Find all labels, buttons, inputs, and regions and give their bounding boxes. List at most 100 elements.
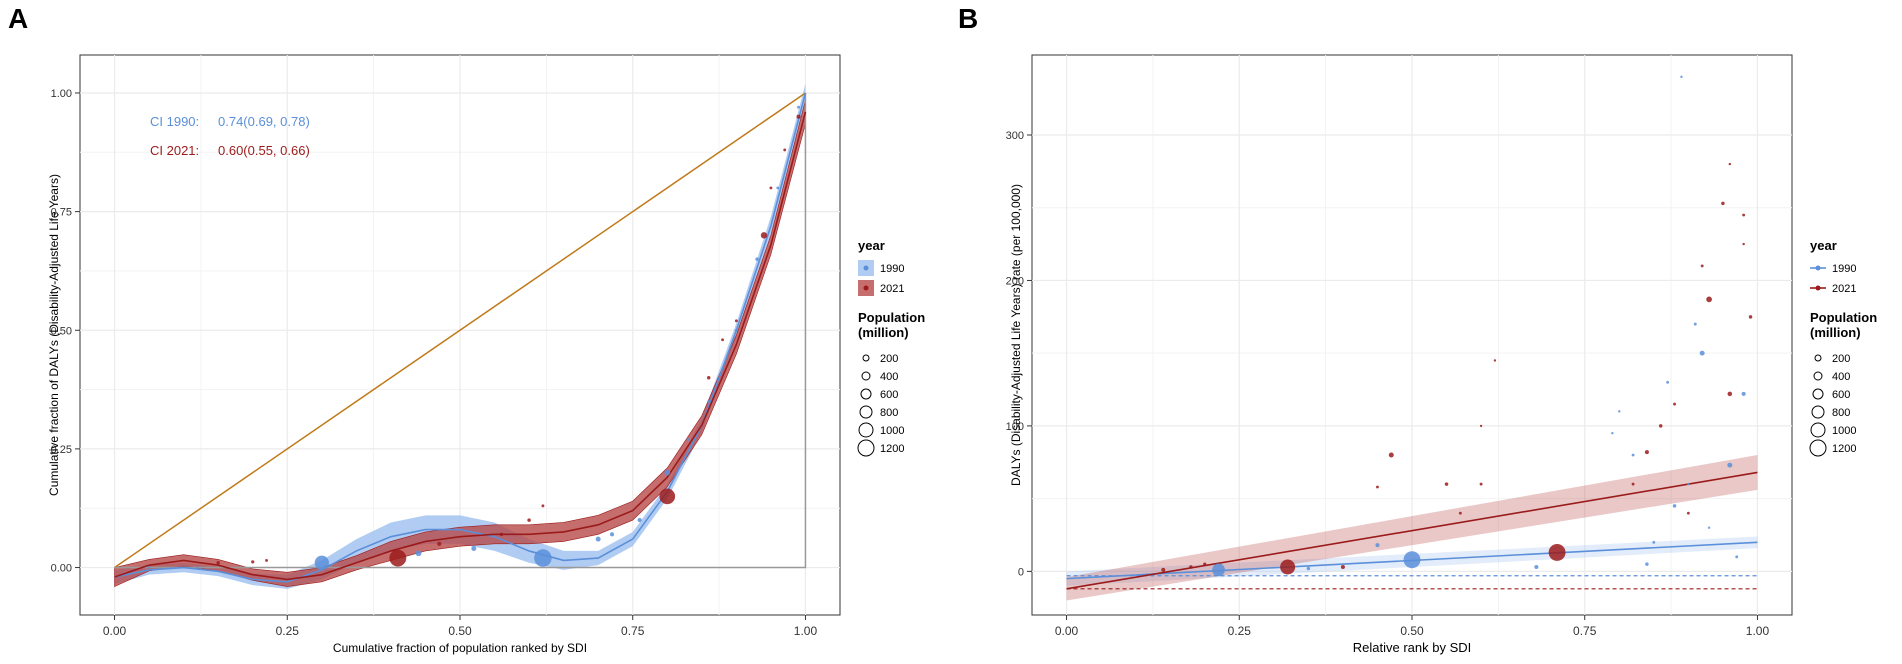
- legend-size-label: 600: [880, 389, 898, 401]
- points-b: [1161, 75, 1753, 577]
- legend-size-key: [860, 388, 872, 400]
- fit-line-1990: [114, 92, 807, 583]
- x-tick-label: 0.75: [621, 624, 645, 638]
- y-tick-label: 0.75: [51, 207, 72, 219]
- points-a: [147, 105, 801, 570]
- legend-key-point-1990: [1815, 265, 1821, 271]
- data-point-1990: [686, 437, 690, 441]
- legend-size-key: [1812, 388, 1824, 400]
- panel-label-a: A: [8, 3, 28, 34]
- legend-size-label: 200: [1832, 353, 1850, 365]
- legend-title-year: year: [1810, 238, 1837, 253]
- data-point-1990: [1666, 380, 1670, 384]
- data-point-2021: [1548, 543, 1566, 561]
- legend-size-key: [1813, 371, 1823, 381]
- x-tick-label: 0.00: [1055, 624, 1079, 638]
- data-point-2021: [389, 549, 407, 567]
- legend-size-key: [857, 439, 875, 457]
- data-point-2021: [1748, 315, 1753, 319]
- data-point-1990: [797, 105, 800, 109]
- data-point-1990: [707, 400, 711, 403]
- data-point-1990: [734, 328, 738, 332]
- legend-size-key: [859, 405, 873, 419]
- data-point-2021: [1280, 559, 1296, 575]
- data-point-2021: [541, 504, 545, 508]
- data-point-1990: [314, 555, 329, 570]
- legend-title-population: (million): [858, 325, 909, 340]
- legend-size-key: [862, 354, 870, 362]
- data-point-2021: [1479, 424, 1483, 428]
- data-point-1990: [1212, 563, 1225, 577]
- x-tick-label: 1.00: [794, 624, 818, 638]
- data-point-2021: [1727, 391, 1733, 397]
- legend-size-key: [1814, 354, 1822, 362]
- data-point-2021: [1721, 201, 1725, 206]
- data-point-1990: [1741, 391, 1746, 396]
- data-point-2021: [1161, 567, 1166, 572]
- data-point-1990: [1534, 564, 1539, 570]
- y-axis-label-a: Cumulative fraction of DALYs (Disability…: [47, 174, 61, 496]
- ticks-a: 0.00 0.25 0.50 0.75 1.00 0.00 0.25 0.50 0.75 1.00: [51, 88, 818, 638]
- data-point-2021: [1728, 162, 1732, 166]
- data-point-1990: [637, 518, 642, 523]
- y-tick-label: 0.25: [51, 444, 72, 456]
- legend-size-key: [1809, 439, 1827, 457]
- data-point-2021: [499, 532, 504, 537]
- y-tick-label: 300: [1006, 130, 1024, 142]
- y-axis-label-b: DALYs (Disability-Adjusted Life Years) r…: [1009, 184, 1023, 486]
- x-tick-label: 0.25: [276, 624, 300, 638]
- data-point-2021: [265, 558, 268, 562]
- data-point-2021: [1479, 482, 1483, 486]
- data-point-2021: [1189, 565, 1193, 569]
- data-point-1990: [776, 186, 780, 190]
- data-point-1990: [1652, 540, 1656, 544]
- data-point-2021: [1203, 562, 1207, 566]
- equality-line: [114, 92, 806, 569]
- data-point-2021: [437, 541, 442, 546]
- x-axis-label-a: Cumulative fraction of population ranked…: [333, 641, 587, 655]
- legend-size-label: 400: [880, 371, 898, 383]
- data-point-2021: [1388, 452, 1394, 458]
- data-point-2021: [1700, 264, 1704, 268]
- x-tick-label: 0.00: [103, 624, 127, 638]
- panel-b: B 0.00 0.25 0.50 0.75 1.00 0 100 200 300 Relativ…: [958, 3, 1877, 655]
- y-tick-label: 0.50: [51, 325, 72, 337]
- data-point-2021: [734, 319, 738, 323]
- legend-size-key: [1810, 422, 1826, 438]
- data-point-1990: [1707, 526, 1711, 529]
- data-point-2021: [1644, 450, 1649, 455]
- fit-lines-b: [1066, 471, 1758, 590]
- ci-1990-label: CI 1990:: [150, 114, 199, 129]
- data-point-1990: [471, 546, 477, 552]
- legend-size-label: 600: [1832, 389, 1850, 401]
- data-point-2021: [760, 232, 768, 239]
- panel-a: A 0.00 0.25 0.50 0.75 1.00 0.00 0.25 0.50 0.75 1.…: [8, 3, 925, 655]
- data-point-2021: [706, 375, 711, 380]
- data-point-2021: [527, 518, 531, 522]
- data-point-1990: [1680, 75, 1683, 79]
- data-point-1990: [664, 469, 671, 476]
- legend-size-label: 1200: [1832, 443, 1856, 455]
- y-tick-label: 200: [1006, 275, 1024, 287]
- data-point-2021: [1686, 511, 1690, 515]
- legend-size-key: [1811, 405, 1825, 419]
- data-point-2021: [1458, 511, 1462, 515]
- legend-title-population: (million): [1810, 325, 1861, 340]
- data-point-2021: [721, 338, 724, 342]
- data-point-1990: [415, 550, 422, 557]
- data-point-1990: [1672, 504, 1677, 508]
- data-point-1990: [1631, 453, 1635, 457]
- data-point-2021: [1631, 482, 1635, 486]
- data-point-2021: [1376, 485, 1379, 489]
- legend-label-1990: 1990: [1832, 263, 1856, 275]
- panel-label-b: B: [958, 3, 978, 34]
- data-point-1990: [147, 566, 151, 569]
- data-point-2021: [769, 186, 773, 190]
- legend-key-point-1990: [863, 265, 869, 271]
- data-point-2021: [251, 560, 255, 564]
- ticks-b: 0.00 0.25 0.50 0.75 1.00 0 100 200 300: [1006, 130, 1770, 638]
- data-point-1990: [1645, 562, 1649, 566]
- legend-key-point-2021: [863, 285, 869, 291]
- legend-title-population: Population: [1810, 310, 1877, 325]
- data-point-1990: [609, 532, 615, 537]
